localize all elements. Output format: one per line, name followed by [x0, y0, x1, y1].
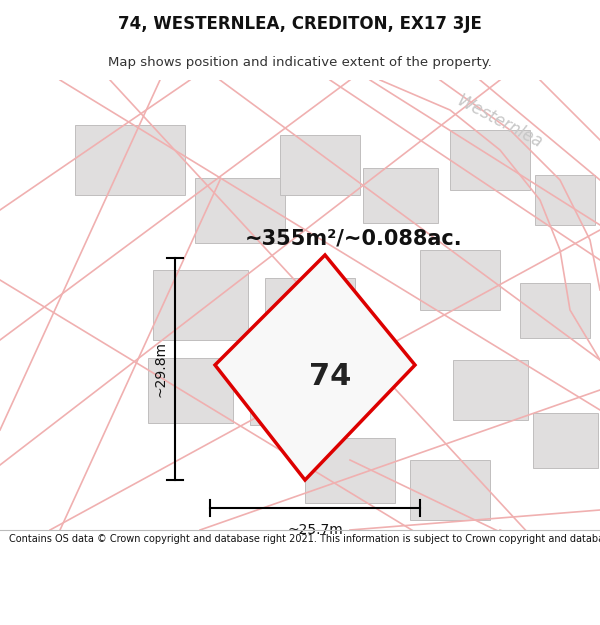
Polygon shape — [215, 255, 415, 480]
Polygon shape — [250, 355, 350, 425]
Text: 74, WESTERNLEA, CREDITON, EX17 3JE: 74, WESTERNLEA, CREDITON, EX17 3JE — [118, 15, 482, 33]
Polygon shape — [265, 278, 355, 342]
Polygon shape — [420, 250, 500, 310]
Polygon shape — [410, 460, 490, 520]
Polygon shape — [148, 357, 233, 422]
Text: 74: 74 — [309, 362, 351, 391]
Text: ~355m²/~0.088ac.: ~355m²/~0.088ac. — [245, 228, 463, 248]
Polygon shape — [533, 412, 598, 468]
Polygon shape — [535, 175, 595, 225]
Text: Westernlea: Westernlea — [454, 92, 546, 152]
Text: ~25.7m: ~25.7m — [287, 523, 343, 537]
Polygon shape — [280, 135, 360, 195]
Polygon shape — [305, 438, 395, 503]
Text: ~29.8m: ~29.8m — [154, 341, 168, 397]
Text: Map shows position and indicative extent of the property.: Map shows position and indicative extent… — [108, 56, 492, 69]
Polygon shape — [452, 360, 527, 420]
Polygon shape — [520, 282, 590, 338]
Polygon shape — [450, 130, 530, 190]
Text: Contains OS data © Crown copyright and database right 2021. This information is : Contains OS data © Crown copyright and d… — [9, 534, 600, 544]
Polygon shape — [152, 270, 248, 340]
Polygon shape — [75, 125, 185, 195]
Polygon shape — [362, 168, 437, 222]
Polygon shape — [195, 177, 285, 242]
